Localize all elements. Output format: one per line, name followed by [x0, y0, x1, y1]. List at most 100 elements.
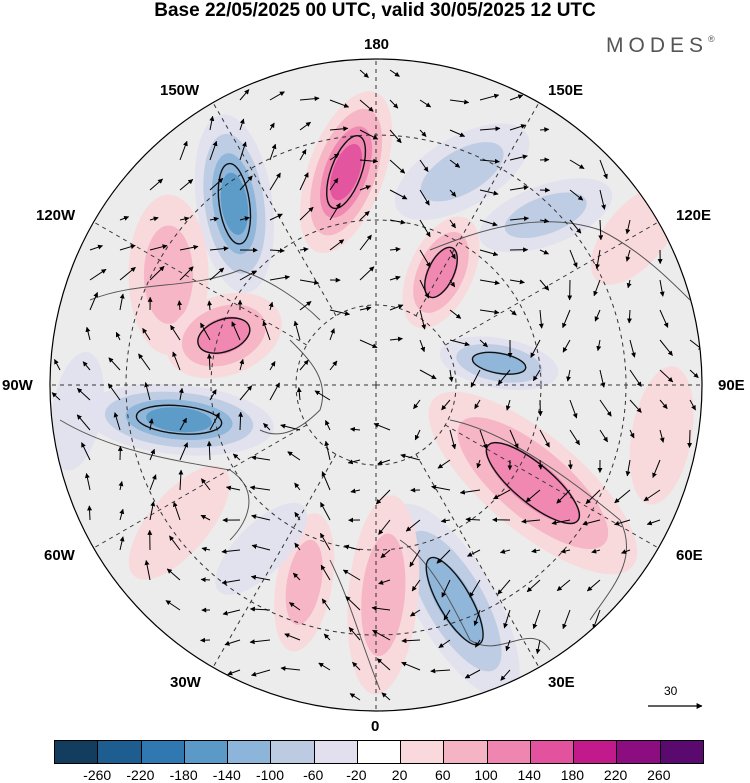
wind-arrow	[201, 546, 211, 552]
wind-arrow	[556, 579, 571, 592]
wind-arrow	[509, 124, 526, 131]
wind-arrow	[299, 247, 309, 252]
wind-arrow	[419, 249, 431, 268]
wind-arrow	[497, 369, 511, 385]
wind-arrow	[329, 99, 350, 108]
wind-arrow	[419, 189, 430, 206]
wind-arrow	[179, 179, 194, 191]
wind-arrow	[166, 568, 181, 581]
wind-arrow	[414, 429, 421, 441]
coastline	[429, 221, 691, 301]
contour-loop	[135, 404, 223, 435]
wind-arrow	[530, 339, 541, 358]
anomaly-area	[215, 502, 308, 595]
contour-loop	[485, 441, 581, 525]
wind-arrow	[359, 339, 378, 349]
meridian-line	[89, 424, 307, 551]
wind-arrow	[441, 579, 451, 598]
wind-arrow	[621, 549, 631, 554]
wind-arrow	[497, 579, 511, 595]
wind-arrow	[170, 324, 181, 341]
wind-arrow	[556, 489, 571, 504]
wind-arrow	[431, 484, 451, 491]
contour-loop	[217, 162, 252, 245]
wind-arrow	[209, 412, 220, 431]
wind-arrow	[149, 244, 168, 251]
wind-arrow	[389, 246, 401, 252]
wind-arrow	[479, 339, 488, 348]
wind-arrow	[172, 351, 181, 371]
wind-arrow	[294, 482, 301, 491]
wind-arrow	[179, 266, 194, 281]
modes-logo: MODES®	[606, 34, 715, 58]
colorbar-swatch	[270, 741, 314, 763]
wind-arrow	[269, 361, 276, 371]
wind-arrow	[419, 339, 426, 353]
wind-arrow	[381, 692, 391, 701]
wind-arrow	[459, 489, 481, 495]
coastlines	[59, 221, 691, 691]
wind-arrow	[299, 172, 309, 191]
wind-arrow	[299, 121, 311, 131]
wind-arrow	[325, 419, 331, 431]
wind-arrow	[284, 633, 301, 641]
wind-arrow	[598, 219, 604, 241]
wind-arrow	[419, 279, 430, 299]
wind-arrow	[378, 579, 391, 585]
wind-arrow	[87, 505, 93, 521]
wind-arrow	[292, 572, 301, 581]
contour-loop	[471, 351, 527, 375]
wind-arrow	[562, 339, 571, 353]
wind-arrow	[532, 369, 541, 382]
wind-arrow	[262, 320, 271, 341]
wind-arrow	[269, 274, 291, 281]
wind-arrow	[209, 216, 219, 222]
anomaly-area	[285, 539, 323, 625]
wind-arrow	[509, 309, 517, 316]
wind-arrow	[585, 489, 601, 504]
wind-arrow	[470, 369, 481, 388]
wind-arrow	[479, 158, 500, 164]
wind-arrow	[409, 549, 421, 568]
wind-arrow	[569, 159, 585, 170]
wind-arrow	[82, 361, 91, 371]
wind-arrow	[343, 544, 361, 551]
wind-arrow	[449, 279, 456, 288]
lon-label-60e: 60E	[676, 547, 703, 564]
wind-arrow	[591, 548, 601, 554]
wind-arrow	[449, 429, 457, 450]
wind-arrow	[440, 518, 451, 524]
meridian-line	[415, 454, 542, 672]
wind-arrow	[178, 469, 184, 491]
wind-arrow	[349, 426, 361, 432]
wind-arrow	[539, 429, 550, 448]
wind-arrow	[389, 159, 406, 174]
lon-label-120e: 120E	[676, 207, 712, 224]
wind-arrow	[521, 518, 541, 524]
wind-arrow	[376, 658, 391, 671]
wind-arrow	[314, 390, 331, 401]
wind-arrow	[251, 455, 271, 461]
wind-arrow	[119, 508, 125, 521]
wind-arrow	[165, 600, 181, 611]
wind-arrow	[107, 383, 121, 401]
wind-arrow	[269, 213, 283, 221]
wind-arrow	[525, 489, 541, 503]
wind-arrow	[323, 633, 331, 641]
wind-arrow	[249, 485, 271, 491]
wind-arrow	[409, 609, 421, 617]
anomaly-area	[50, 351, 104, 471]
wind-arrow	[569, 219, 582, 234]
meridian-line	[445, 424, 663, 551]
anomaly-area	[504, 192, 587, 239]
wind-arrow	[538, 309, 544, 329]
wind-arrow	[321, 598, 331, 611]
wind-arrow	[629, 369, 642, 387]
wind-arrow	[569, 399, 578, 419]
coastline	[399, 539, 551, 651]
wind-arrow	[269, 122, 275, 131]
wind-arrow	[599, 369, 606, 388]
wind-arrow	[474, 399, 481, 410]
wind-arrow	[629, 399, 642, 413]
colorbar-tick-label: -180	[169, 767, 198, 783]
